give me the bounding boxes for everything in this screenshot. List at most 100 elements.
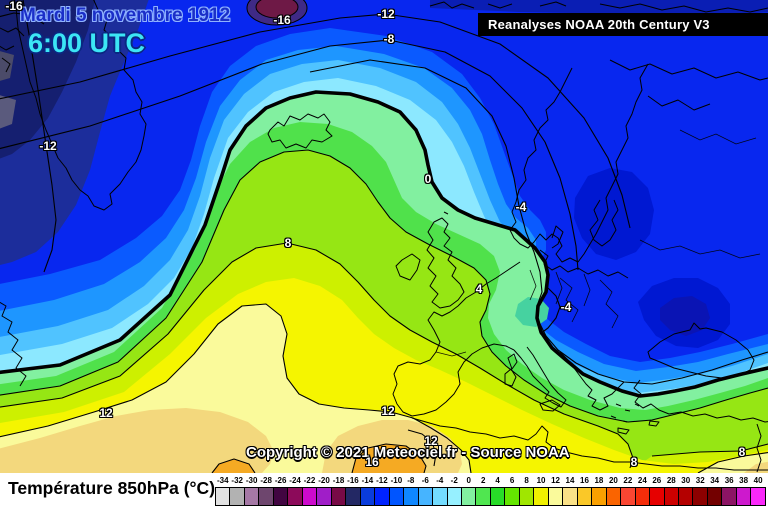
contour-plus12: [0, 303, 768, 473]
legend-cell: 36: [721, 476, 736, 505]
legend-tick: 24: [637, 476, 647, 485]
legend-tick: -12: [376, 476, 388, 485]
legend-cell: -30: [243, 476, 259, 505]
legend-tick: -32: [231, 476, 243, 485]
model-label-bar: Reanalyses NOAA 20th Century V3: [478, 13, 768, 36]
legend-tick: 26: [652, 476, 662, 485]
legend-tick: -26: [274, 476, 287, 485]
legend-cell: -8: [403, 476, 418, 505]
legend-cell: 40: [750, 476, 765, 505]
legend-cell: -18: [330, 476, 346, 505]
legend-cell: 4: [489, 476, 505, 505]
legend-cell: 34: [706, 476, 722, 505]
map-canvas: [0, 0, 768, 473]
legend-tick: -24: [289, 476, 301, 485]
arctic-russia-coast: [599, 3, 768, 111]
temperature-map: Mardi 5 novembre 1912 6:00 UTC Reanalyse…: [0, 0, 768, 473]
legend-tick: -14: [361, 476, 374, 485]
contour-minus12-west: [22, 0, 57, 273]
country-borders: [435, 129, 761, 357]
legend-cell: -14: [359, 476, 375, 505]
legend-cell: 0: [460, 476, 476, 505]
legend-tick: -10: [390, 476, 403, 485]
legend-cell: 32: [692, 476, 707, 505]
north-africa-coast: [411, 417, 768, 471]
greenland-coast: [14, 0, 147, 211]
legend-tick: 0: [466, 476, 471, 485]
legend-cell: 10: [533, 476, 548, 505]
legend-cell: -34: [216, 476, 230, 505]
legend-bar: Température 850hPa (°C) -34 -32 -30 -28 -26-…: [0, 473, 768, 512]
legend-tick: -4: [436, 476, 444, 485]
contour-plus8: [0, 242, 768, 469]
legend-tick: 14: [565, 476, 575, 485]
legend-tick: 34: [710, 476, 720, 485]
legend-cell: -20: [316, 476, 331, 505]
legend-cell: 30: [678, 476, 693, 505]
legend-tick: 6: [509, 476, 515, 485]
legend-tick: -8: [407, 476, 415, 485]
legend-cell: 24: [634, 476, 650, 505]
legend-tick: 12: [551, 476, 560, 485]
cold-core-regions: [0, 0, 768, 348]
map-date: Mardi 5 novembre 1912: [20, 5, 231, 26]
isotherm-zero-thick-line: [0, 90, 768, 398]
legend-tick: 8: [524, 476, 529, 485]
cold-spot-markers: [246, 0, 308, 26]
legend-tick: 40: [753, 476, 763, 485]
legend-tick: 2: [480, 476, 486, 485]
legend-tick: 16: [580, 476, 589, 485]
legend-cell: 16: [576, 476, 592, 505]
contour-minus4: [309, 59, 768, 385]
west-europe-coast: [392, 261, 521, 417]
legend-tick: 22: [623, 476, 633, 485]
scandinavia-coast: [509, 63, 649, 263]
legend-cell: -10: [388, 476, 404, 505]
legend-cell: 28: [663, 476, 678, 505]
legend-cell: 38: [735, 476, 751, 505]
legend-cell: -6: [417, 476, 433, 505]
legend-cell: -22: [301, 476, 317, 505]
legend-tick: 18: [594, 476, 604, 485]
warm-gradient-bands: [0, 92, 768, 473]
legend-cell: -24: [287, 476, 302, 505]
ireland-coast: [395, 253, 421, 281]
legend-cell: 12: [547, 476, 563, 505]
turkey-coast: [633, 379, 768, 473]
legend-tick: -18: [332, 476, 345, 485]
italy-coast: [513, 346, 567, 408]
legend-tick: -30: [245, 476, 258, 485]
legend-cell: -28: [258, 476, 273, 505]
legend-cell: 6: [504, 476, 519, 505]
legend-title: Température 850hPa (°C): [8, 478, 216, 498]
isotherm-contours: [0, 0, 768, 473]
legend-cell: 22: [620, 476, 635, 505]
legend-tick: 20: [608, 476, 618, 485]
legend-tick: 4: [495, 476, 500, 485]
legend-cell: -2: [446, 476, 461, 505]
legend-tick: -22: [303, 476, 316, 485]
legend-tick: 10: [536, 476, 546, 485]
legend-tick: 36: [724, 476, 734, 485]
uk-coast: [426, 217, 465, 309]
legend-tick: 32: [695, 476, 705, 485]
legend-cell: -26: [272, 476, 288, 505]
legend-tick: -16: [347, 476, 359, 485]
legend-tick: -2: [450, 476, 458, 485]
legend-tick: 30: [681, 476, 691, 485]
legend-cell: 2: [475, 476, 490, 505]
contour-minus12: [0, 13, 631, 229]
legend-tick: -28: [260, 476, 272, 485]
legend-cell: -12: [374, 476, 389, 505]
legend-tick: -34: [216, 476, 229, 485]
legend-tick: -6: [421, 476, 429, 485]
legend-cell: 8: [518, 476, 534, 505]
legend-cell: 26: [649, 476, 664, 505]
legend-cell: -32: [229, 476, 244, 505]
contour-plus4: [0, 149, 768, 423]
legend-cell: 18: [591, 476, 606, 505]
contour-plus16: [211, 443, 427, 473]
legend-scale: -34 -32 -30 -28 -26 -24 -22 -20 -18 -16 -14 -12 -10-…: [215, 476, 766, 506]
legend-tick: -20: [318, 476, 330, 485]
